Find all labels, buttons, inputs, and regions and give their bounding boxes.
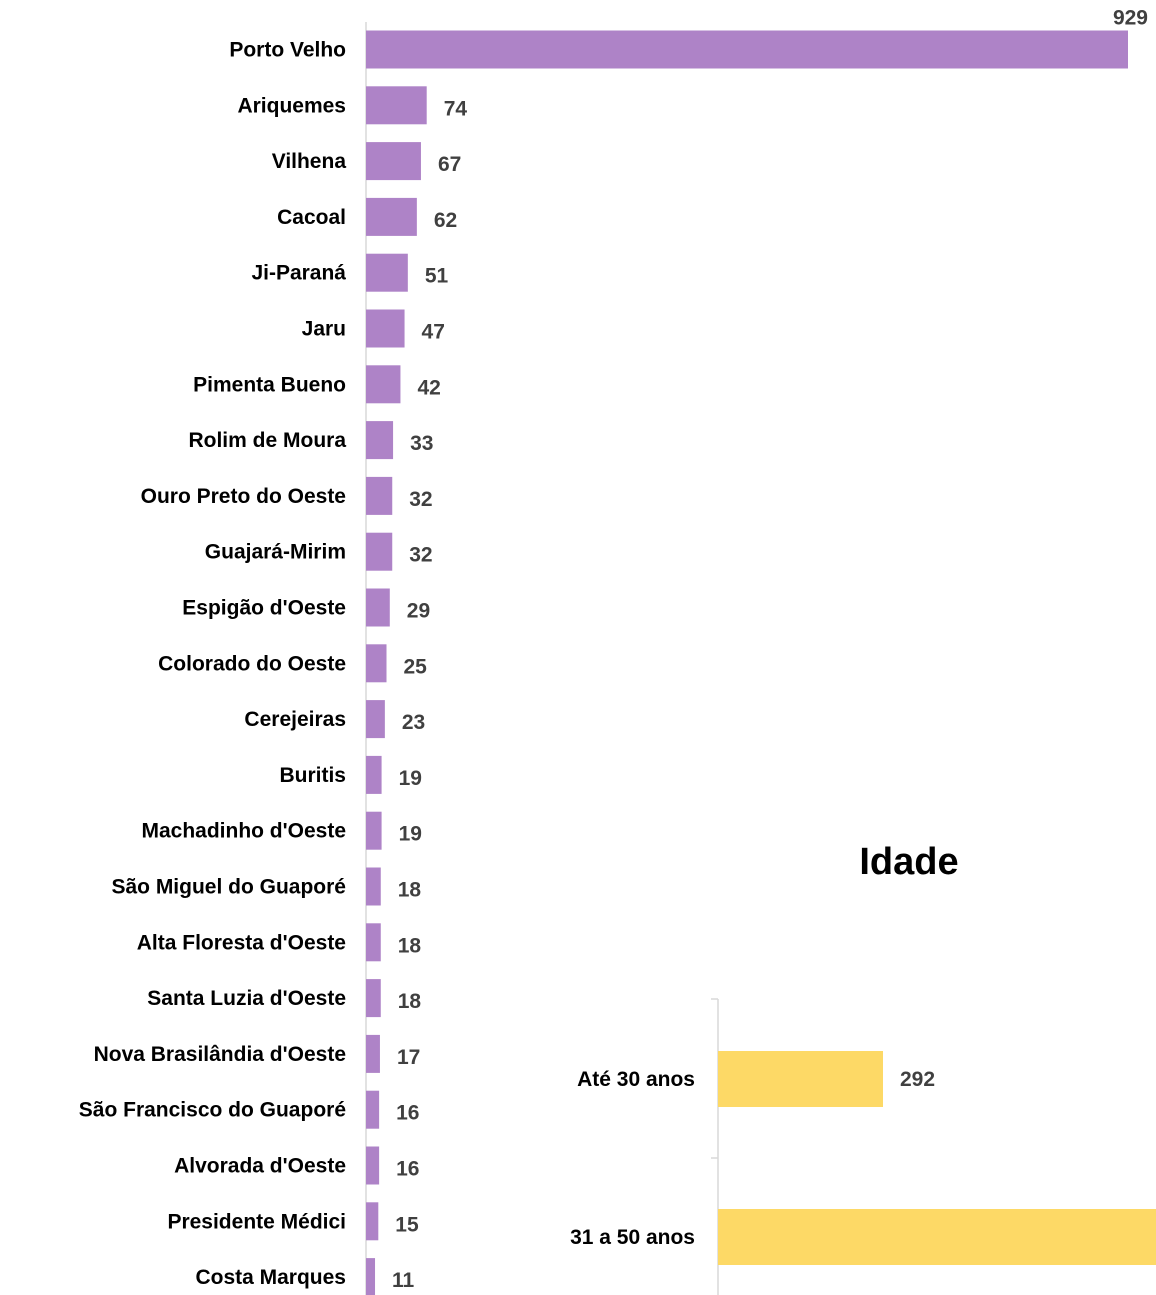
data-label: 19 [399,767,422,790]
bar [366,1090,380,1129]
data-label: 18 [398,990,422,1013]
idade-bar [718,1209,1156,1265]
category-label: Presidente Médici [167,1210,346,1233]
category-label: Santa Luzia d'Oeste [147,987,346,1010]
data-label: 32 [409,544,432,567]
data-label: 74 [444,97,468,120]
bar [366,644,387,683]
data-label: 16 [396,1102,419,1125]
bar [366,867,381,906]
data-label: 62 [434,209,457,232]
idade-data-label: 292 [900,1068,935,1091]
bar [366,197,417,236]
data-label: 67 [438,153,461,176]
data-label: 47 [422,321,445,344]
category-label: Porto Velho [229,39,346,62]
bar [366,1146,380,1185]
bar [366,421,394,460]
category-label: Buritis [279,764,346,787]
data-label: 25 [404,655,428,678]
idade-chart-title: Idade [859,841,958,883]
bar [366,979,381,1018]
data-label: 15 [395,1213,419,1236]
bar [366,309,405,348]
category-label: Espigão d'Oeste [182,597,346,620]
data-label: 18 [398,934,422,957]
bar [366,253,408,292]
bar [366,476,393,515]
category-label: Colorado do Oeste [158,652,346,675]
bar [366,588,390,627]
data-label: 23 [402,711,425,734]
idade-bar [718,1051,883,1107]
bar [366,142,421,181]
bar [366,1202,379,1241]
bar [366,30,1128,69]
bar [366,923,381,962]
data-label: 929 [1113,7,1148,30]
category-label: Cacoal [277,206,346,229]
category-label: Jaru [302,318,346,341]
category-label: Ariquemes [237,94,346,117]
data-label: 18 [398,879,422,902]
category-label: Ji-Paraná [251,262,346,285]
bar [366,811,382,850]
category-label: São Miguel do Guaporé [111,876,346,899]
data-label: 16 [396,1158,419,1181]
data-label: 19 [399,823,422,846]
data-label: 42 [417,376,440,399]
municipio-bar-chart: Porto Velho 929 Ariquemes 74 Vilhena 67 Cacoal… [79,7,1148,1295]
category-label: Nova Brasilândia d'Oeste [94,1043,346,1066]
bar [366,755,382,794]
category-label: São Francisco do Guaporé [79,1099,346,1122]
category-label: Cerejeiras [244,708,346,731]
category-label: Ouro Preto do Oeste [141,485,346,508]
idade-category-label: 31 a 50 anos [570,1226,695,1249]
data-label: 33 [410,432,433,455]
category-label: Pimenta Bueno [193,373,346,396]
data-label: 17 [397,1046,420,1069]
bar [366,1034,380,1073]
bar [366,700,385,739]
category-label: Guajará-Mirim [205,541,346,564]
category-label: Vilhena [272,150,347,173]
category-label: Machadinho d'Oeste [141,820,346,843]
bar [366,532,393,571]
bar [366,86,427,125]
category-label: Rolim de Moura [188,429,346,452]
bar [366,1258,376,1295]
data-label: 11 [392,1269,415,1292]
idade-category-label: Até 30 anos [577,1068,695,1091]
data-label: 32 [409,488,432,511]
idade-bar-chart: Idade Até 30 anos 292 31 a 50 anos [570,841,1156,1295]
category-label: Alta Floresta d'Oeste [137,931,346,954]
data-label: 29 [407,600,430,623]
category-label: Alvorada d'Oeste [174,1155,346,1178]
category-label: Costa Marques [195,1266,346,1289]
data-label: 51 [425,265,449,288]
bar [366,365,401,404]
